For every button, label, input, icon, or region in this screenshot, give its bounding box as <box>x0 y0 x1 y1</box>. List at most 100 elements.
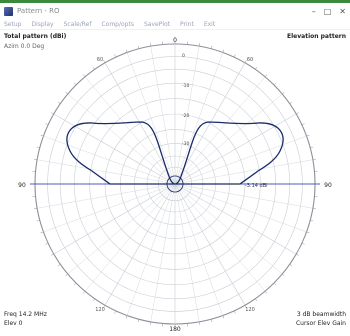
grid-tick <box>273 82 277 86</box>
menu-setup[interactable]: Setup <box>4 20 22 28</box>
grid-tick <box>255 298 258 302</box>
grid-tick <box>57 264 61 267</box>
grid-tick <box>264 74 268 77</box>
grid-tick <box>45 123 49 126</box>
cursor-readout: -3.14 dBi <box>245 183 268 189</box>
grid-tick <box>34 158 38 160</box>
grid-tick <box>199 43 201 47</box>
grid-tick <box>210 319 213 323</box>
grid-spoke <box>43 183 176 233</box>
menu-print[interactable]: Print <box>180 20 194 28</box>
menu-scale-ref[interactable]: Scale/Ref <box>63 20 92 28</box>
grid-tick <box>233 310 236 314</box>
angle-label-lower-right: 120 <box>245 307 255 313</box>
grid-spoke <box>174 183 297 255</box>
plot-header-right: Elevation pattern <box>287 33 346 40</box>
grid-tick <box>312 208 316 210</box>
grid-tick <box>233 54 236 58</box>
grid-tick <box>92 298 95 302</box>
plot-canvas[interactable]: Total pattern (dBi) Azim 0.0 Deg Elevati… <box>0 31 350 336</box>
menu-display[interactable]: Display <box>31 20 54 28</box>
grid-spoke <box>67 93 176 185</box>
grid-tick <box>36 219 40 222</box>
grid-tick <box>306 231 310 234</box>
grid-tick <box>306 134 310 137</box>
grid-tick <box>273 282 277 286</box>
angle-label-right: 90 <box>324 182 332 189</box>
grid-spoke <box>174 183 313 209</box>
grid-spoke <box>126 183 176 316</box>
grid-tick <box>92 66 95 70</box>
grid-tick <box>282 273 285 277</box>
ring-label-3: -30 <box>182 141 189 147</box>
app-icon <box>4 6 13 16</box>
grid-tick <box>57 101 61 104</box>
grid-tick <box>310 219 314 222</box>
grid-spoke <box>150 46 176 185</box>
grid-spoke <box>174 46 200 185</box>
grid-tick <box>114 54 117 58</box>
grid-tick <box>125 315 128 319</box>
menu-saveplot[interactable]: SavePlot <box>143 20 171 28</box>
grid-spoke <box>174 183 224 316</box>
grid-tick <box>149 321 151 325</box>
grid-tick <box>289 264 293 267</box>
plot-header-left-sub: Azim 0.0 Deg <box>4 43 45 50</box>
grid-tick <box>244 60 247 63</box>
window-accent-bar <box>0 0 350 3</box>
grid-tick <box>255 66 258 70</box>
footer-cursor: Cursor Elev Gain <box>295 320 346 327</box>
grid-tick <box>125 49 128 53</box>
grid-tick <box>51 253 54 256</box>
angle-label-upper-right: 60 <box>247 57 253 63</box>
grid-spoke <box>126 52 176 185</box>
grid-tick <box>222 315 225 319</box>
menu-comp-opts[interactable]: Comp/opts <box>101 20 134 28</box>
center-circle <box>166 175 184 193</box>
plot-header-left: Total pattern (dBi) <box>4 33 67 40</box>
grid-tick <box>137 45 140 49</box>
grid-spoke <box>174 76 266 185</box>
grid-spoke <box>104 183 176 306</box>
polar-plot[interactable]: -3.14 dBi 0 90 90 180 60 60 120 120 0 -1… <box>0 31 350 336</box>
grid-tick <box>40 134 44 137</box>
grid-tick <box>312 158 316 160</box>
grid-tick <box>282 91 285 95</box>
grid-tick <box>210 45 213 49</box>
angle-label-upper-left: 60 <box>97 57 103 63</box>
angle-label-bottom: 180 <box>169 326 181 333</box>
grid-spoke <box>174 183 200 322</box>
grid-tick <box>264 291 268 294</box>
grid-tick <box>103 305 106 308</box>
titlebar[interactable]: Pattern - RO – □ ✕ <box>0 3 350 19</box>
grid-tick <box>103 60 106 63</box>
grid-tick <box>289 101 293 104</box>
grid-spoke <box>174 135 307 185</box>
grid-tick <box>296 112 299 115</box>
grid-spoke <box>174 183 307 233</box>
grid-tick <box>137 319 140 323</box>
footer-freq: Freq 14.2 MHz <box>4 311 47 318</box>
grid-spoke <box>67 183 176 275</box>
grid-spoke <box>104 62 176 185</box>
minimize-icon[interactable]: – <box>311 6 316 16</box>
grid-tick <box>65 273 68 277</box>
grid-tick <box>34 208 38 210</box>
grid-spoke <box>174 183 246 306</box>
maximize-icon[interactable]: □ <box>323 6 332 16</box>
ring-label-2: -20 <box>182 113 189 119</box>
menu-exit[interactable]: Exit <box>203 20 216 28</box>
grid-tick <box>199 321 201 325</box>
grid-spoke <box>174 183 266 292</box>
grid-spoke <box>53 113 176 185</box>
grid-spoke <box>37 159 176 185</box>
footer-elev: Elev 0 <box>4 320 23 327</box>
grid-spoke <box>174 52 224 185</box>
grid-tick <box>65 91 68 95</box>
grid-spoke <box>150 183 176 322</box>
grid-tick <box>51 112 54 115</box>
menubar: Setup Display Scale/Ref Comp/opts SavePl… <box>0 19 350 30</box>
close-icon[interactable]: ✕ <box>339 6 346 16</box>
grid-tick <box>310 146 314 149</box>
